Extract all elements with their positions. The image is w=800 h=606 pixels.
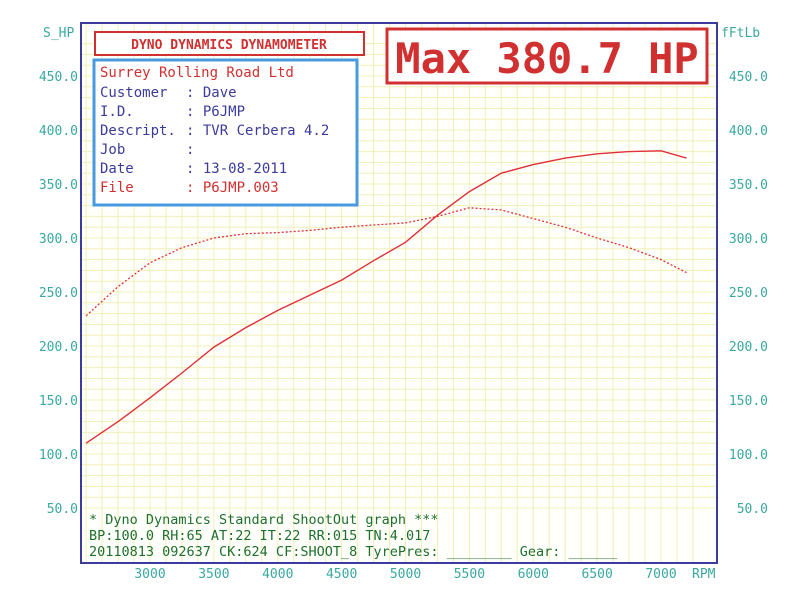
x-tick-label: 4500 bbox=[326, 567, 357, 582]
y-tick-label-right: 300.0 bbox=[729, 232, 768, 247]
info-value: : P6JMP.003 bbox=[186, 180, 279, 196]
power-curve bbox=[85, 150, 687, 444]
y-tick-label-right: 100.0 bbox=[729, 448, 768, 463]
x-tick-label: 7000 bbox=[645, 567, 676, 582]
y-ticks-right: 50.0 100.0 150.0 200.0 250.0 300.0 350.0 400.0 4… bbox=[729, 70, 768, 517]
info-key: Date bbox=[100, 161, 134, 177]
x-tick-label: 3500 bbox=[198, 567, 229, 582]
footer-line-1: * Dyno Dynamics Standard ShootOut graph … bbox=[89, 512, 439, 528]
y-tick-label-left: 350.0 bbox=[39, 178, 78, 193]
y-tick-label-left: 300.0 bbox=[39, 232, 78, 247]
y-axis-right-label: fFtLb bbox=[721, 26, 760, 41]
y-tick-label-left: 250.0 bbox=[39, 286, 78, 301]
info-key: Job bbox=[100, 142, 125, 158]
y-tick-label-left: 150.0 bbox=[39, 394, 78, 409]
y-tick-label-right: 200.0 bbox=[729, 340, 768, 355]
plot-frame bbox=[80, 22, 718, 564]
x-tick-label: 6000 bbox=[518, 567, 549, 582]
info-value: : bbox=[186, 142, 194, 158]
info-box bbox=[92, 58, 359, 207]
x-axis-label: RPM bbox=[692, 567, 716, 582]
torque-curve bbox=[85, 207, 687, 317]
y-tick-label-left: 450.0 bbox=[39, 70, 78, 85]
dyno-badge-box bbox=[94, 31, 365, 56]
x-ticks: 3000 3500 4000 4500 5000 5500 6000 6500 7000 bbox=[134, 567, 676, 582]
y-tick-label-left: 100.0 bbox=[39, 448, 78, 463]
y-tick-label-right: 450.0 bbox=[729, 70, 768, 85]
y-tick-label-right: 150.0 bbox=[729, 394, 768, 409]
info-key: I.D. bbox=[100, 104, 134, 120]
x-tick-label: 3000 bbox=[134, 567, 165, 582]
y-ticks-left: 50.0 100.0 150.0 200.0 250.0 300.0 350.0 400.0 4… bbox=[39, 70, 78, 517]
info-value: : 13-08-2011 bbox=[186, 161, 287, 177]
info-value: : TVR Cerbera 4.2 bbox=[186, 123, 329, 139]
info-key: Descript. bbox=[100, 123, 176, 139]
x-tick-label: 5000 bbox=[390, 567, 421, 582]
y-axis-left-label: S_HP bbox=[43, 26, 74, 41]
series-group bbox=[85, 150, 687, 444]
y-tick-label-right: 50.0 bbox=[737, 502, 768, 517]
y-tick-label-left: 200.0 bbox=[39, 340, 78, 355]
info-key: File bbox=[100, 180, 134, 196]
info-key: Customer bbox=[100, 85, 167, 101]
footer-line-2: BP:100.0 RH:65 AT:22 IT:22 RR:015 TN:4.0… bbox=[89, 528, 430, 544]
y-tick-label-right: 350.0 bbox=[729, 178, 768, 193]
max-power-label: Max 380.7 HP bbox=[395, 34, 698, 83]
y-tick-label-left: 400.0 bbox=[39, 124, 78, 139]
footer: * Dyno Dynamics Standard ShootOut graph … bbox=[89, 512, 618, 560]
dyno-badge: DYNO DYNAMICS DYNAMOMETER bbox=[131, 38, 327, 53]
info-value: : Dave bbox=[186, 85, 237, 101]
x-tick-label: 4000 bbox=[262, 567, 293, 582]
info-value: : P6JMP bbox=[186, 104, 245, 120]
footer-line-3: 20110813 092637 CK:624 CF:SHOOT_8 TyrePr… bbox=[89, 544, 618, 560]
x-tick-label: 5500 bbox=[454, 567, 485, 582]
shop-name: Surrey Rolling Road Ltd bbox=[100, 65, 294, 81]
info-rows: Customer : Dave I.D. : P6JMP Descript. : TVR … bbox=[100, 85, 329, 196]
x-tick-label: 6500 bbox=[581, 567, 612, 582]
max-power-box bbox=[385, 27, 709, 85]
y-tick-label-right: 250.0 bbox=[729, 286, 768, 301]
y-tick-label-left: 50.0 bbox=[47, 502, 78, 517]
y-tick-label-right: 400.0 bbox=[729, 124, 768, 139]
